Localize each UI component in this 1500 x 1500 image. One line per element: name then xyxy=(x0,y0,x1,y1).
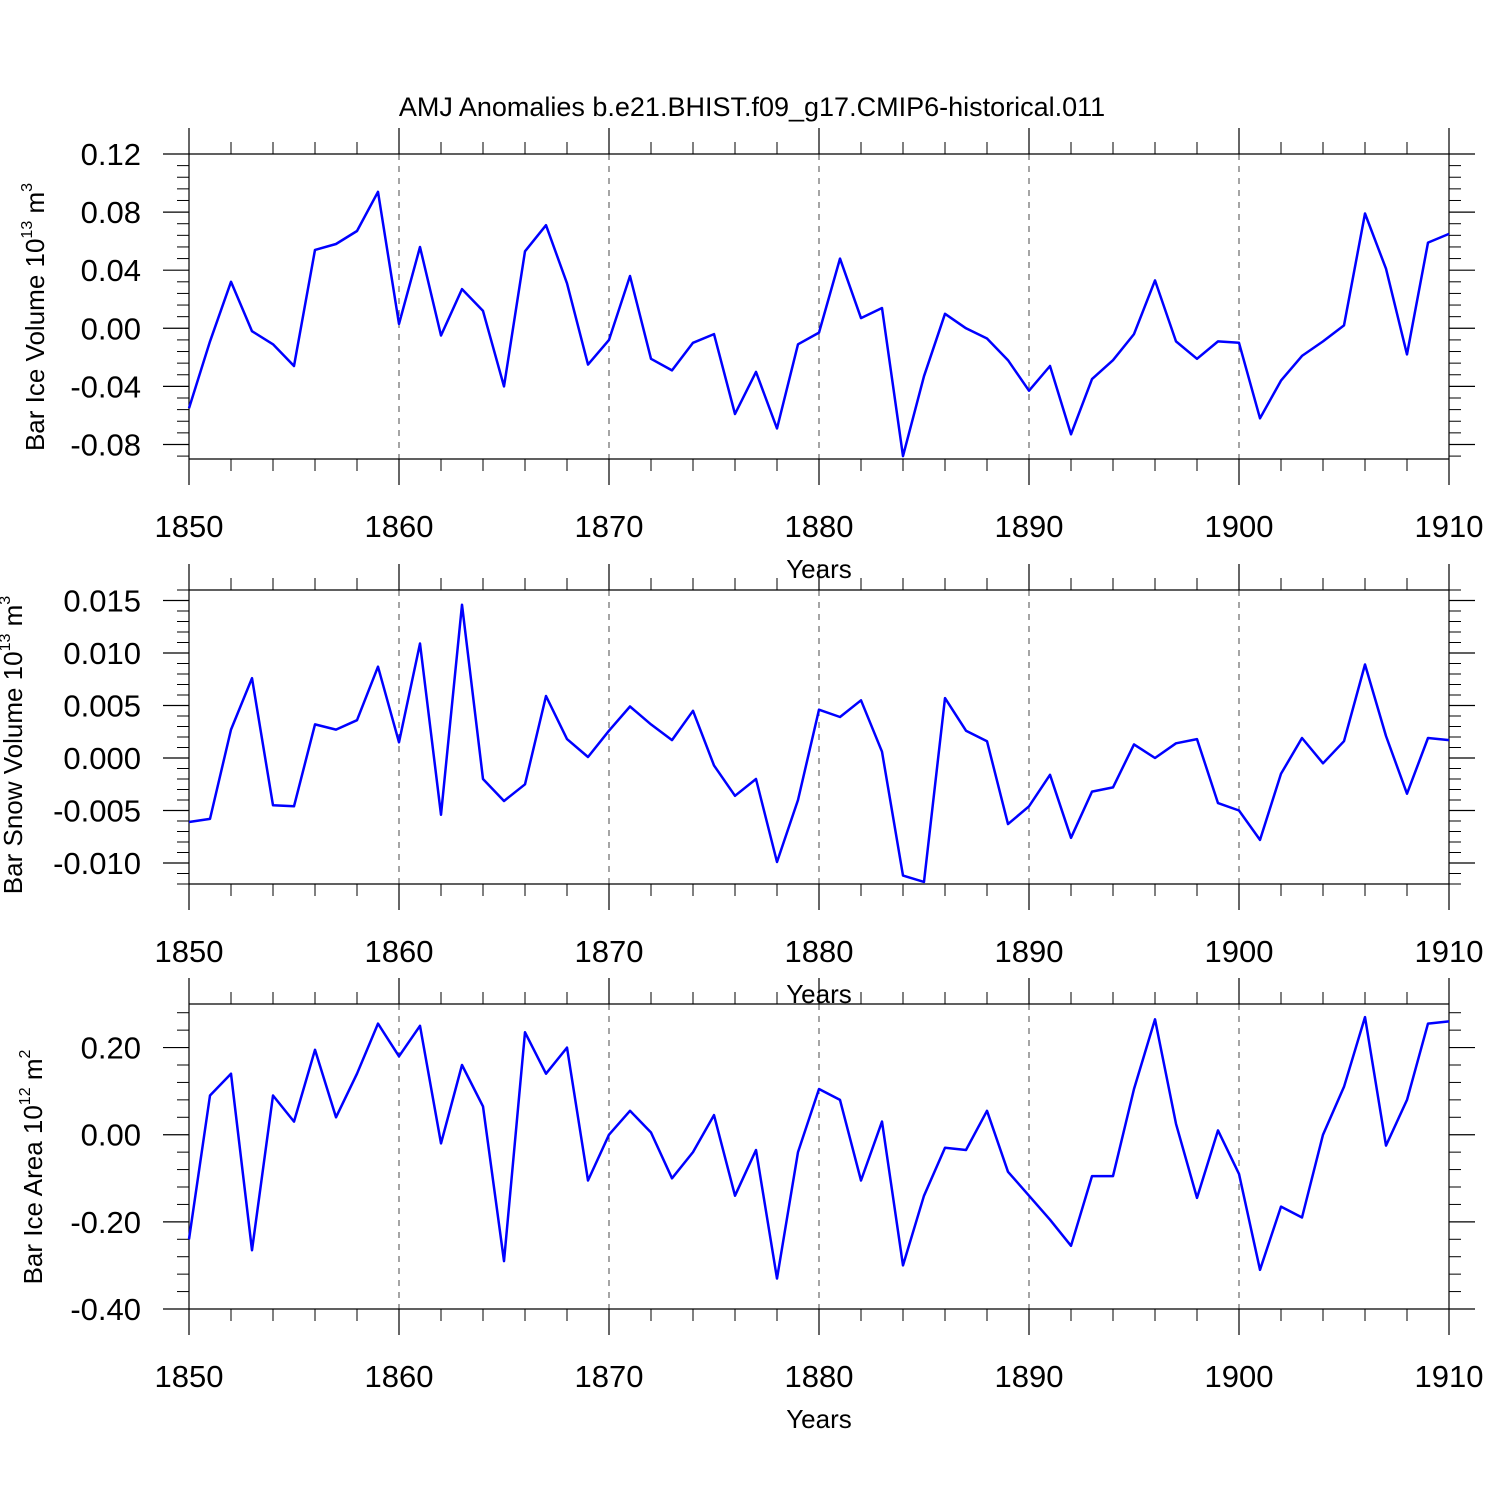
x-tick-label: 1890 xyxy=(995,1359,1064,1394)
series-line xyxy=(187,190,1450,458)
x-tick-label: 1900 xyxy=(1205,934,1274,969)
y-tick-label: -0.04 xyxy=(70,369,141,404)
y-tick-label: 0.00 xyxy=(81,311,141,346)
chart-title: AMJ Anomalies b.e21.BHIST.f09_g17.CMIP6-… xyxy=(399,92,1105,122)
panel-3: -0.40 -0.20 0.00 0.20 1850 1860 1870 1880 1890 19… xyxy=(17,978,1483,1434)
y-tick-label: 0.015 xyxy=(63,584,141,619)
y-tick-label: -0.40 xyxy=(70,1292,141,1327)
panel-1: -0.08 -0.04 0.00 0.04 0.08 0.12 1850 1860 1870 18… xyxy=(19,128,1483,584)
y-tick-label: 0.010 xyxy=(63,636,141,671)
y-tick-label: 0.000 xyxy=(63,741,141,776)
y-tick-label: 0.00 xyxy=(81,1118,141,1153)
x-tick-label: 1900 xyxy=(1205,509,1274,544)
series-line xyxy=(188,603,1450,884)
x-tick-label: 1880 xyxy=(785,934,854,969)
x-tick-label: 1900 xyxy=(1205,1359,1274,1394)
x-tick-label: 1860 xyxy=(365,1359,434,1394)
x-tick-label: 1890 xyxy=(995,934,1064,969)
x-tick-label: 1910 xyxy=(1415,934,1484,969)
x-tick-label: 1850 xyxy=(155,509,224,544)
y-tick-label: 0.12 xyxy=(81,137,141,172)
x-tick-label: 1870 xyxy=(575,509,644,544)
y-tick-label: -0.20 xyxy=(70,1205,141,1240)
x-tick-label: 1860 xyxy=(365,509,434,544)
x-tick-label: 1910 xyxy=(1415,509,1484,544)
y-tick-label: -0.005 xyxy=(53,794,141,829)
panels: -0.08 -0.04 0.00 0.04 0.08 0.12 1850 1860 1870 18… xyxy=(0,128,1483,1434)
y-tick-label: 0.20 xyxy=(81,1031,141,1066)
y-tick-label: -0.010 xyxy=(53,846,141,881)
y-axis-label: Bar Ice Area 1012 m2 xyxy=(17,1049,48,1284)
y-tick-label: -0.08 xyxy=(70,427,141,462)
x-tick-label: 1850 xyxy=(155,1359,224,1394)
x-tick-label: 1890 xyxy=(995,509,1064,544)
y-tick-label: 0.04 xyxy=(81,253,141,288)
x-tick-label: 1870 xyxy=(575,1359,644,1394)
x-tick-label: 1850 xyxy=(155,934,224,969)
y-axis-label: Bar Snow Volume 1013 m3 xyxy=(0,596,28,895)
y-axis-label: Bar Ice Volume 1013 m3 xyxy=(19,183,50,451)
x-tick-label: 1860 xyxy=(365,934,434,969)
x-tick-label: 1910 xyxy=(1415,1359,1484,1394)
y-tick-label: 0.005 xyxy=(63,689,141,724)
x-tick-label: 1880 xyxy=(785,1359,854,1394)
series-line xyxy=(187,1015,1450,1280)
y-tick-label: 0.08 xyxy=(81,195,141,230)
x-tick-label: 1880 xyxy=(785,509,854,544)
x-axis-label: Years xyxy=(786,1404,852,1434)
x-tick-label: 1870 xyxy=(575,934,644,969)
panel-2: -0.010 -0.005 0.000 0.005 0.010 0.015 1850 1860… xyxy=(0,564,1483,1009)
